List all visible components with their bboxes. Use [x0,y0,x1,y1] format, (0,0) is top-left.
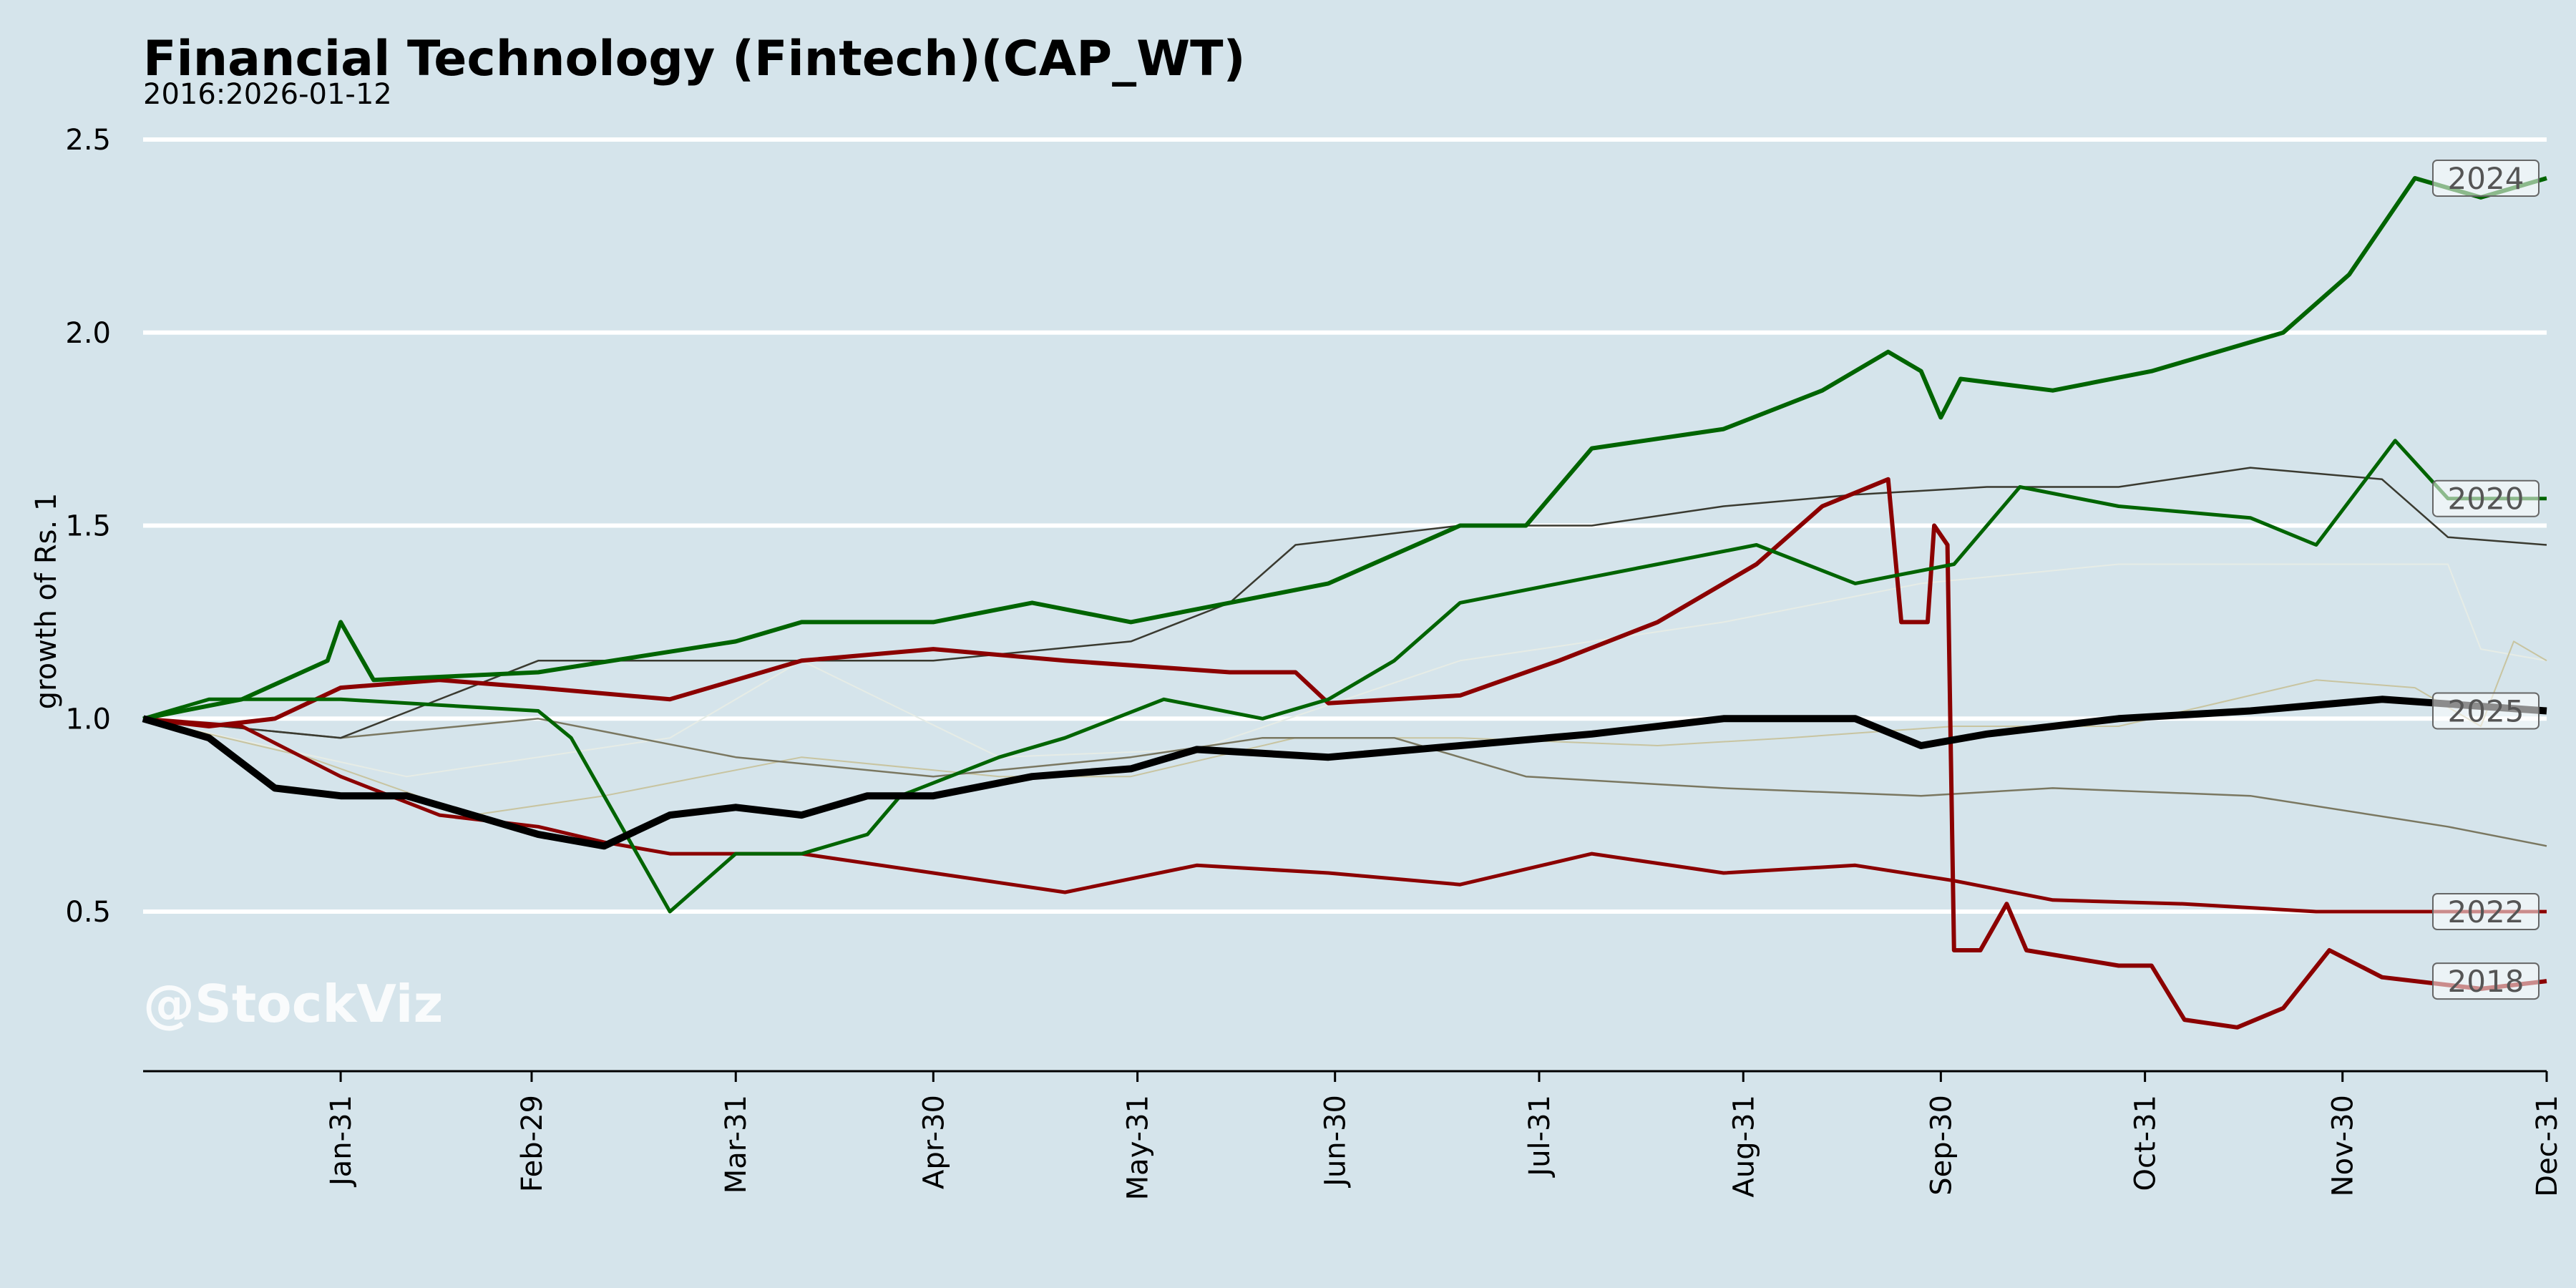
x-tick-label: Dec-31 [2531,1095,2564,1197]
x-tick-label: Jul-31 [1523,1095,1556,1179]
x-tick-label: Sep-30 [1925,1095,1958,1196]
chart-subtitle: 2016:2026-01-12 [143,78,392,111]
y-tick-label: 0.5 [65,896,111,929]
x-tick-label: Jan-31 [325,1095,358,1188]
series-label-box [2432,692,2540,730]
x-tick-label: Nov-30 [2327,1095,2360,1196]
y-axis-label: growth of Rs. 1 [30,493,63,710]
x-tick-label: Oct-31 [2129,1095,2162,1191]
series-label-text: 2025 [2448,693,2524,728]
series-line-2018 [142,477,2547,1030]
series-label-2022: 2022 [2432,893,2540,930]
watermark: @StockViz [143,974,443,1034]
series-line-2020 [142,439,2547,914]
series-label-2025: 2025 [2432,692,2540,730]
series-label-text: 2020 [2448,482,2524,517]
x-tick-label: Jun-30 [1319,1095,1352,1189]
series-line-pale-a [142,563,2547,778]
series-label-2020: 2020 [2432,479,2540,517]
series-label-box [2432,893,2540,930]
x-tick-label: Aug-31 [1727,1095,1760,1197]
x-tick-label: May-31 [1122,1095,1155,1200]
y-tick-label: 2.5 [65,124,111,157]
x-tick-label: Feb-29 [516,1095,549,1192]
series-label-box [2432,962,2540,1000]
y-tick-label: 2.0 [65,317,111,350]
series-label-box [2432,159,2540,197]
series-label-2018: 2018 [2432,962,2540,1000]
series-line-2024 [142,176,2547,721]
series-line-dark-gray [142,467,2547,739]
x-tick-label: Apr-30 [917,1095,950,1189]
series-line-olive [142,718,2547,847]
y-tick-label: 1.0 [65,703,111,736]
series-line-pale-b [142,640,2547,816]
series-line-2025 [142,696,2547,850]
chart-title: Financial Technology (Fintech)(CAP_WT) [143,31,1246,87]
series-line-2022 [142,716,2547,914]
series-label-text: 2018 [2448,964,2524,999]
x-tick-label: Mar-31 [720,1095,753,1194]
y-tick-label: 1.5 [65,510,111,543]
series-label-2024: 2024 [2432,159,2540,197]
series-label-text: 2024 [2448,161,2524,196]
series-label-box [2432,479,2540,517]
series-label-text: 2022 [2448,894,2524,930]
